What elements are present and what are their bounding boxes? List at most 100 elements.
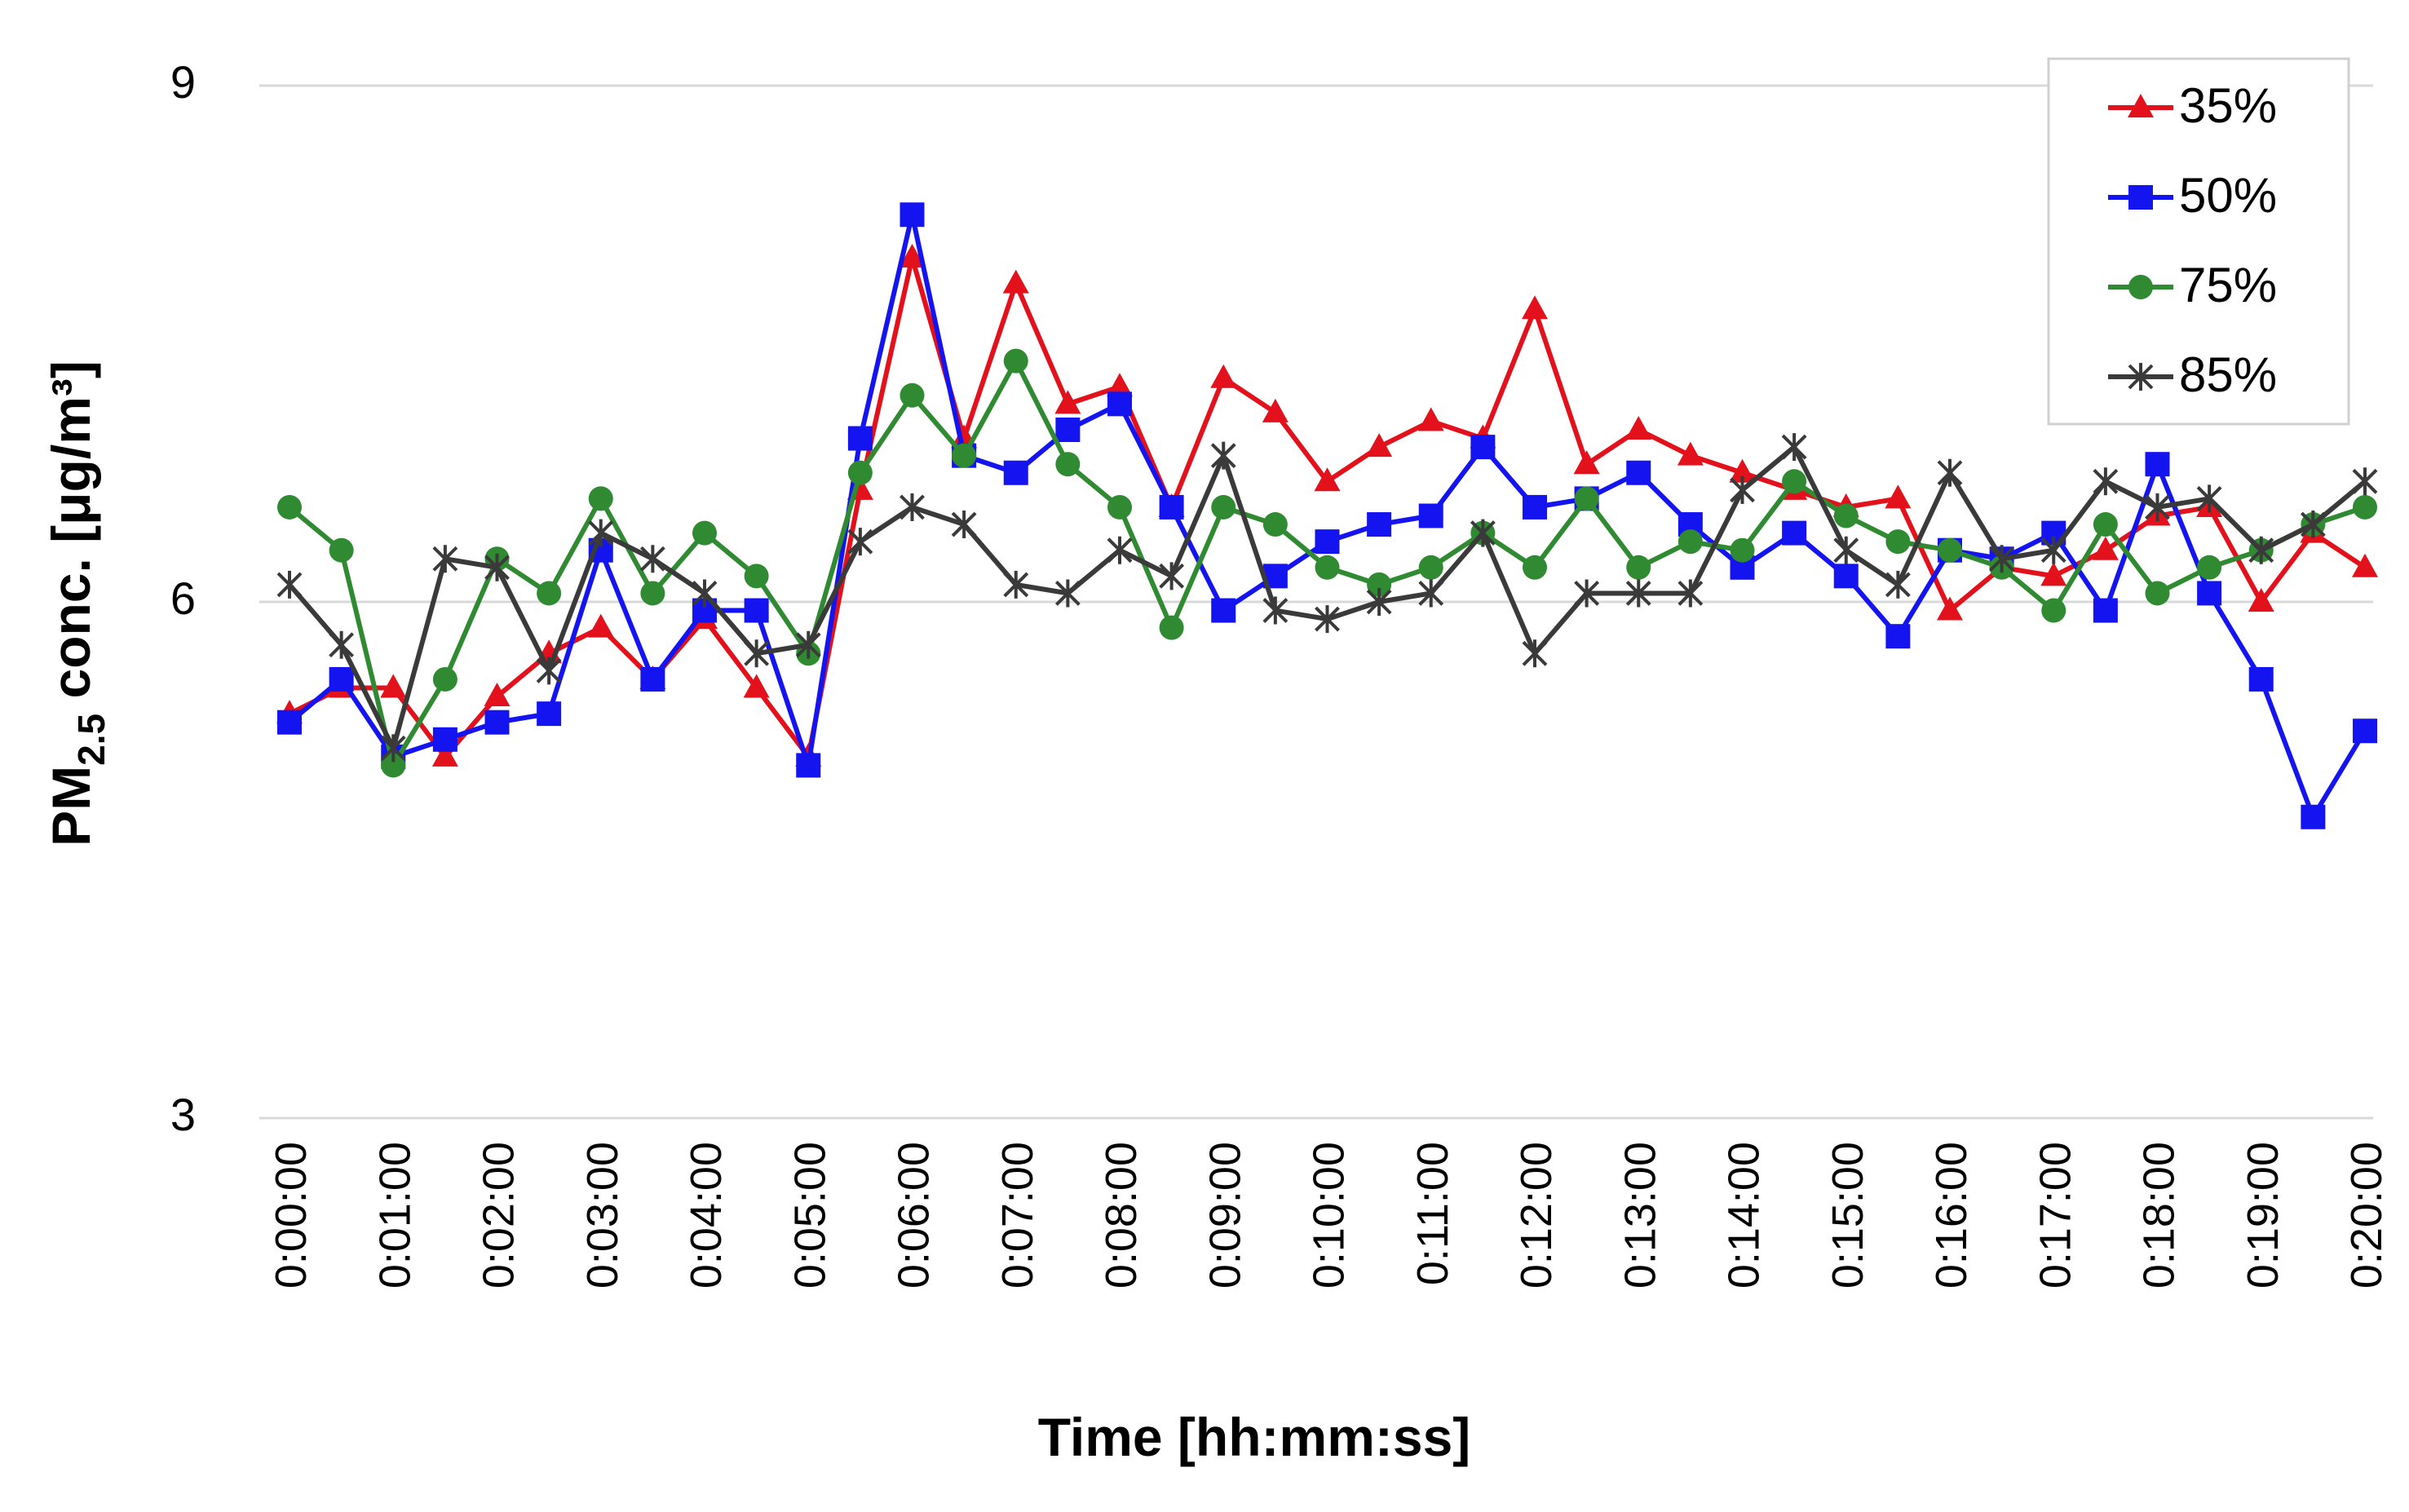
data-point-35% — [899, 244, 926, 267]
y-axis-title: PM2.5 conc. [μg/m³] — [41, 360, 113, 847]
data-point-75% — [588, 486, 613, 511]
data-point-85% — [1262, 596, 1288, 625]
data-point-75% — [2093, 512, 2118, 537]
data-point-50% — [744, 598, 769, 623]
data-point-85% — [1210, 441, 1236, 470]
data-point-85% — [1625, 579, 1651, 608]
data-point-35% — [380, 674, 407, 698]
data-point-75% — [1367, 572, 1392, 597]
data-point-75% — [1003, 348, 1028, 374]
data-point-50% — [1159, 494, 1184, 519]
data-point-85% — [1418, 579, 1444, 608]
data-point-85% — [432, 545, 458, 573]
data-point-35% — [1054, 390, 1081, 414]
data-point-50% — [1003, 460, 1028, 485]
data-point-75% — [1677, 529, 1703, 555]
data-point-35% — [2248, 588, 2274, 612]
y-tick-label-9: 9 — [170, 56, 196, 108]
data-point-35% — [1937, 596, 1963, 621]
x-axis-title: Time [hh:mm:ss] — [1038, 1407, 1471, 1467]
x-tick-label: 0:07:00 — [993, 1142, 1042, 1289]
y-axis-title-subscript: 2.5 — [70, 714, 113, 766]
x-tick-label: 0:10:00 — [1305, 1142, 1354, 1289]
data-point-75% — [1833, 503, 1859, 528]
x-tick-label: 0:00:00 — [267, 1142, 316, 1289]
data-point-50% — [1885, 624, 1911, 649]
data-point-75% — [1159, 615, 1184, 640]
legend: 35% 50% 75% 85% — [2047, 57, 2350, 426]
data-point-35% — [2040, 562, 2067, 586]
data-point-50% — [847, 426, 873, 451]
data-point-35% — [1729, 458, 1756, 483]
data-point-35% — [587, 613, 614, 638]
data-point-75% — [640, 581, 665, 606]
x-tick-label: 0:08:00 — [1097, 1142, 1146, 1289]
data-point-85% — [1054, 579, 1081, 608]
data-point-85% — [1315, 605, 1340, 634]
data-point-75% — [1315, 555, 1340, 580]
data-point-85% — [2040, 536, 2066, 564]
data-point-75% — [692, 520, 717, 546]
data-point-75% — [1730, 537, 1755, 563]
data-point-75% — [1262, 512, 1288, 537]
data-point-75% — [1418, 555, 1443, 580]
series-85% — [276, 433, 2378, 763]
x-tick-label: 0:03:00 — [578, 1142, 627, 1289]
data-point-85% — [692, 579, 718, 608]
x-tick-label: 0:01:00 — [370, 1142, 419, 1289]
data-point-35% — [1677, 441, 1704, 466]
x-tick-label: 0:19:00 — [2239, 1142, 2287, 1289]
y-tick-label-3: 3 — [170, 1089, 196, 1140]
data-point-85% — [1159, 562, 1185, 590]
data-point-35% — [1366, 433, 1393, 458]
x-tick-label: 0:14:00 — [1720, 1142, 1769, 1289]
x-tick-label: 0:06:00 — [890, 1142, 939, 1289]
data-point-35% — [1417, 407, 1444, 431]
x-tick-label: 0:15:00 — [1823, 1142, 1872, 1289]
data-point-50% — [1107, 391, 1132, 417]
y-axis-ticks: 3 6 9 — [170, 56, 196, 1140]
data-point-35% — [2092, 536, 2119, 560]
data-point-85% — [2145, 493, 2170, 521]
x-tick-label: 0:02:00 — [475, 1142, 524, 1289]
data-point-50% — [2145, 452, 2170, 477]
data-point-75% — [1574, 486, 1599, 511]
data-point-50% — [2197, 581, 2222, 606]
legend-marker — [2128, 94, 2154, 117]
data-point-35% — [1107, 373, 1133, 397]
data-point-85% — [484, 553, 510, 581]
data-point-75% — [432, 666, 457, 692]
data-point-85% — [1730, 475, 1755, 504]
data-point-50% — [2093, 598, 2118, 623]
data-point-50% — [432, 727, 457, 752]
data-point-50% — [1626, 460, 1651, 485]
y-axis-title-suffix: conc. [μg/m³] — [41, 360, 101, 714]
data-point-75% — [1523, 555, 1547, 580]
x-tick-label: 0:09:00 — [1200, 1142, 1249, 1289]
x-tick-label: 0:05:00 — [785, 1142, 834, 1289]
data-point-75% — [744, 564, 769, 589]
data-point-50% — [1782, 520, 1807, 546]
data-point-50% — [2353, 718, 2377, 744]
data-point-50% — [1055, 418, 1081, 442]
legend-label: 85% — [2179, 347, 2277, 402]
legend-marker — [2128, 363, 2154, 391]
data-point-75% — [900, 382, 925, 408]
data-point-85% — [1366, 588, 1392, 616]
legend-marker — [2128, 185, 2153, 210]
data-point-85% — [1003, 570, 1029, 599]
data-point-85% — [1781, 433, 1807, 462]
data-point-85% — [380, 734, 406, 763]
y-axis-title-prefix: PM — [41, 766, 101, 847]
data-point-85% — [1833, 536, 1859, 564]
data-point-75% — [537, 581, 562, 606]
data-point-85% — [1107, 536, 1133, 564]
y-tick-label-6: 6 — [170, 573, 196, 624]
data-point-35% — [1262, 398, 1288, 422]
data-point-85% — [744, 639, 770, 668]
data-point-85% — [900, 493, 925, 521]
data-point-85% — [276, 570, 303, 599]
data-point-35% — [431, 742, 458, 767]
data-point-75% — [847, 460, 873, 485]
